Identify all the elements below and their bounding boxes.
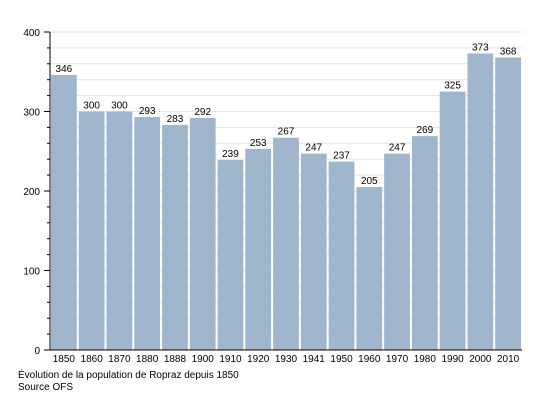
data-label-1870: 300 bbox=[111, 101, 128, 112]
data-label-1990: 325 bbox=[444, 81, 461, 92]
x-tick-label-1970: 1970 bbox=[386, 354, 409, 365]
x-tick-label-2010: 2010 bbox=[497, 354, 520, 365]
bar-1910 bbox=[217, 159, 244, 350]
data-label-1970: 247 bbox=[389, 143, 406, 154]
data-label-1980: 269 bbox=[416, 125, 433, 136]
bar-1941 bbox=[300, 153, 327, 350]
data-label-1850: 346 bbox=[56, 64, 73, 75]
bar-1950 bbox=[328, 161, 355, 350]
bar-1980 bbox=[411, 136, 438, 350]
data-label-1900: 292 bbox=[194, 107, 211, 118]
bar-1850 bbox=[51, 74, 77, 351]
x-tick-label-2000: 2000 bbox=[469, 354, 492, 365]
bar-2000 bbox=[467, 53, 494, 351]
bar-1860 bbox=[78, 111, 105, 350]
x-tick-label-1930: 1930 bbox=[275, 354, 298, 365]
bar-1880 bbox=[134, 117, 161, 350]
data-label-1950: 237 bbox=[333, 151, 350, 162]
axes: 0 100 200 300 400 1850 1860 1870 1880 1888 1900 191… bbox=[23, 28, 522, 365]
data-label-1860: 300 bbox=[83, 101, 100, 112]
x-tick-label-1990: 1990 bbox=[441, 354, 464, 365]
data-label-1930: 267 bbox=[278, 127, 295, 138]
data-label-2010: 368 bbox=[500, 46, 517, 57]
data-label-1941: 247 bbox=[305, 143, 322, 154]
bar-1970 bbox=[384, 153, 410, 350]
data-label-1910: 239 bbox=[222, 149, 239, 160]
data-labels: 346 300 300 293 283 292 239 253 267 247 237 205 247 2… bbox=[56, 42, 517, 187]
bars bbox=[51, 53, 521, 351]
x-tick-label-1870: 1870 bbox=[108, 354, 131, 365]
x-tick-label-1910: 1910 bbox=[219, 354, 242, 365]
y-tick-label: 300 bbox=[23, 108, 40, 119]
y-tick-label: 0 bbox=[34, 346, 40, 357]
bar-1888 bbox=[162, 125, 188, 350]
chart-caption: Évolution de la population de Ropraz dep… bbox=[18, 370, 239, 381]
x-tick-label-1960: 1960 bbox=[358, 354, 381, 365]
bar-1930 bbox=[273, 137, 299, 350]
y-tick-label: 200 bbox=[23, 187, 40, 198]
data-label-1920: 253 bbox=[250, 138, 267, 149]
population-bar-chart: 346 300 300 293 283 292 239 253 267 247 237 205 247 2… bbox=[23, 28, 522, 365]
y-tick-label: 100 bbox=[23, 267, 40, 278]
data-label-2000: 373 bbox=[472, 42, 489, 53]
x-tick-label-1860: 1860 bbox=[81, 354, 104, 365]
data-label-1880: 293 bbox=[139, 106, 156, 117]
bar-1990 bbox=[439, 91, 466, 350]
x-tick-label-1888: 1888 bbox=[164, 354, 187, 365]
y-tick-label: 400 bbox=[23, 28, 40, 39]
x-tick-label-1900: 1900 bbox=[192, 354, 215, 365]
bar-1960 bbox=[356, 187, 383, 350]
bar-1920 bbox=[245, 148, 272, 350]
x-tick-label-1980: 1980 bbox=[414, 354, 437, 365]
bar-1870 bbox=[106, 111, 133, 350]
bar-1900 bbox=[189, 117, 216, 350]
bar-2010 bbox=[495, 57, 521, 350]
data-label-1960: 205 bbox=[361, 176, 378, 187]
x-tick-label-1850: 1850 bbox=[53, 354, 76, 365]
x-tick-label-1941: 1941 bbox=[303, 354, 326, 365]
x-tick-label-1950: 1950 bbox=[330, 354, 353, 365]
x-tick-label-1880: 1880 bbox=[136, 354, 159, 365]
x-tick-label-1920: 1920 bbox=[247, 354, 270, 365]
data-label-1888: 283 bbox=[167, 114, 184, 125]
chart-source: Source OFS bbox=[18, 382, 74, 393]
